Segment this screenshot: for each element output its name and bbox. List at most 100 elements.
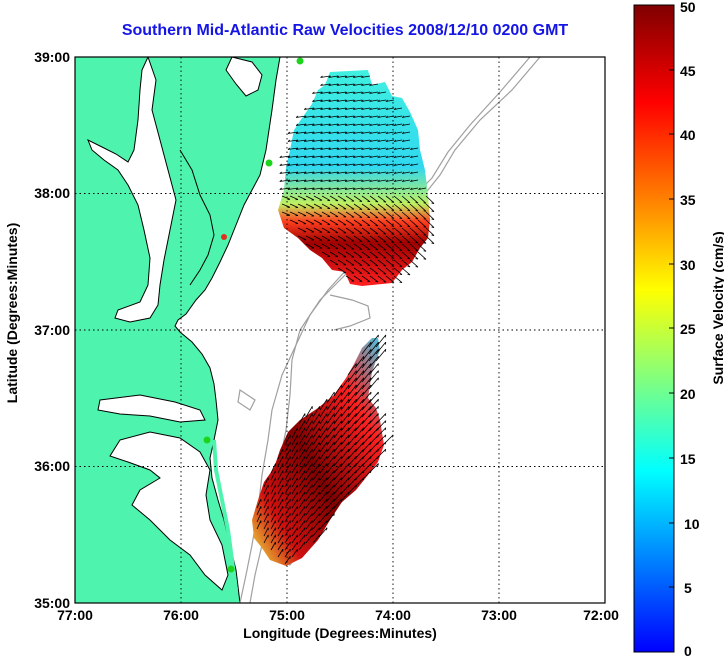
- velocity-arrow-head: [352, 187, 356, 190]
- velocity-arrow: [305, 235, 315, 241]
- velocity-arrow: [289, 219, 299, 224]
- velocity-arrow-head: [423, 234, 427, 236]
- velocity-arrow: [304, 163, 315, 166]
- velocity-arrow: [312, 491, 320, 502]
- velocity-arrow: [326, 398, 335, 411]
- velocity-arrow: [340, 484, 350, 495]
- velocity-arrow: [347, 413, 357, 425]
- velocity-arrow: [320, 147, 331, 150]
- velocity-arrow: [281, 211, 291, 216]
- velocity-arrow: [409, 235, 419, 244]
- velocity-arrow: [328, 187, 339, 190]
- velocity-arrow: [345, 259, 355, 266]
- velocity-arrow: [425, 211, 435, 220]
- velocity-arrow: [345, 211, 355, 218]
- velocity-arrow: [329, 195, 339, 202]
- velocity-arrow-head: [361, 91, 364, 94]
- velocity-arrow: [353, 155, 363, 158]
- velocity-arrow: [345, 123, 355, 126]
- velocity-arrow: [312, 484, 320, 495]
- velocity-arrow-head: [320, 131, 323, 134]
- velocity-arrow-head: [340, 491, 343, 495]
- velocity-arrow: [409, 251, 419, 260]
- velocity-arrow: [256, 499, 262, 509]
- velocity-arrow-head: [336, 91, 340, 94]
- velocity-arrow: [287, 163, 299, 166]
- velocity-arrow: [320, 107, 331, 110]
- velocity-arrow: [270, 470, 276, 481]
- velocity-arrow: [313, 219, 323, 225]
- station-marker: [265, 159, 273, 167]
- velocity-arrow: [287, 155, 299, 158]
- velocity-arrow: [377, 235, 387, 243]
- velocity-arrow: [385, 251, 395, 259]
- velocity-arrow: [354, 356, 365, 369]
- velocity-arrow: [340, 434, 350, 446]
- velocity-arrow: [340, 448, 350, 460]
- velocity-arrow: [333, 384, 343, 397]
- velocity-arrow: [409, 195, 419, 204]
- velocity-arrow: [319, 456, 328, 467]
- velocity-arrow-head: [320, 83, 323, 86]
- velocity-arrow: [333, 470, 343, 481]
- velocity-arrow: [277, 491, 284, 502]
- velocity-arrow-head: [370, 434, 372, 438]
- velocity-arrow: [347, 384, 357, 397]
- x-tick-label: 77:00: [57, 607, 93, 623]
- velocity-arrow: [353, 147, 363, 150]
- velocity-arrow-head: [423, 258, 427, 260]
- velocity-arrow-head: [312, 187, 315, 190]
- velocity-arrow: [329, 219, 339, 226]
- velocity-arrow: [345, 147, 355, 150]
- velocity-arrow-head: [336, 139, 340, 142]
- velocity-arrow: [347, 398, 357, 411]
- velocity-arrow: [328, 91, 339, 94]
- velocity-arrow: [319, 398, 328, 411]
- velocity-arrow: [336, 147, 347, 150]
- velocity-arrow: [393, 267, 403, 275]
- velocity-arrow-head: [415, 210, 419, 212]
- velocity-arrow-head: [312, 107, 315, 110]
- velocity-arrow-head: [401, 139, 405, 142]
- velocity-arrow: [296, 115, 307, 118]
- velocity-arrow: [393, 139, 403, 142]
- velocity-arrow-head: [355, 463, 357, 466]
- velocity-arrow-head: [352, 115, 356, 118]
- velocity-arrow-head: [384, 449, 387, 452]
- velocity-arrow: [312, 448, 320, 460]
- velocity-arrow-head: [344, 171, 348, 174]
- velocity-arrow: [417, 235, 427, 244]
- velocity-arrow-head: [385, 123, 389, 126]
- velocity-arrow: [291, 548, 298, 558]
- velocity-arrow-head: [393, 179, 397, 182]
- velocity-arrow-head: [295, 163, 299, 166]
- velocity-arrow: [319, 527, 328, 537]
- velocity-arrow: [284, 463, 291, 474]
- velocity-arrow-head: [415, 266, 419, 268]
- velocity-arrow-head: [393, 107, 397, 110]
- velocity-arrow-head: [377, 155, 380, 158]
- velocity-arrow: [320, 115, 331, 118]
- velocity-arrow: [296, 163, 307, 166]
- velocity-arrow-head: [336, 123, 340, 126]
- velocity-arrow: [369, 195, 379, 203]
- velocity-arrow-head: [352, 147, 356, 150]
- velocity-arrow: [291, 513, 298, 523]
- velocity-arrow-head: [377, 427, 379, 431]
- velocity-arrow: [393, 155, 403, 158]
- velocity-arrow: [393, 203, 403, 211]
- velocity-arrow: [313, 211, 323, 217]
- velocity-arrow: [319, 448, 328, 460]
- velocity-arrow-head: [336, 147, 340, 150]
- velocity-arrow: [284, 484, 291, 495]
- velocity-arrow-head: [393, 147, 397, 150]
- velocity-arrow-head: [377, 187, 380, 190]
- velocity-arrow: [336, 91, 347, 94]
- velocity-arrow: [319, 406, 328, 418]
- velocity-arrow: [320, 179, 331, 182]
- velocity-arrow: [298, 470, 306, 481]
- velocity-arrow-head: [287, 187, 291, 190]
- velocity-arrow-head: [423, 226, 427, 228]
- velocity-arrow: [337, 235, 347, 242]
- velocity-arrow: [326, 406, 335, 418]
